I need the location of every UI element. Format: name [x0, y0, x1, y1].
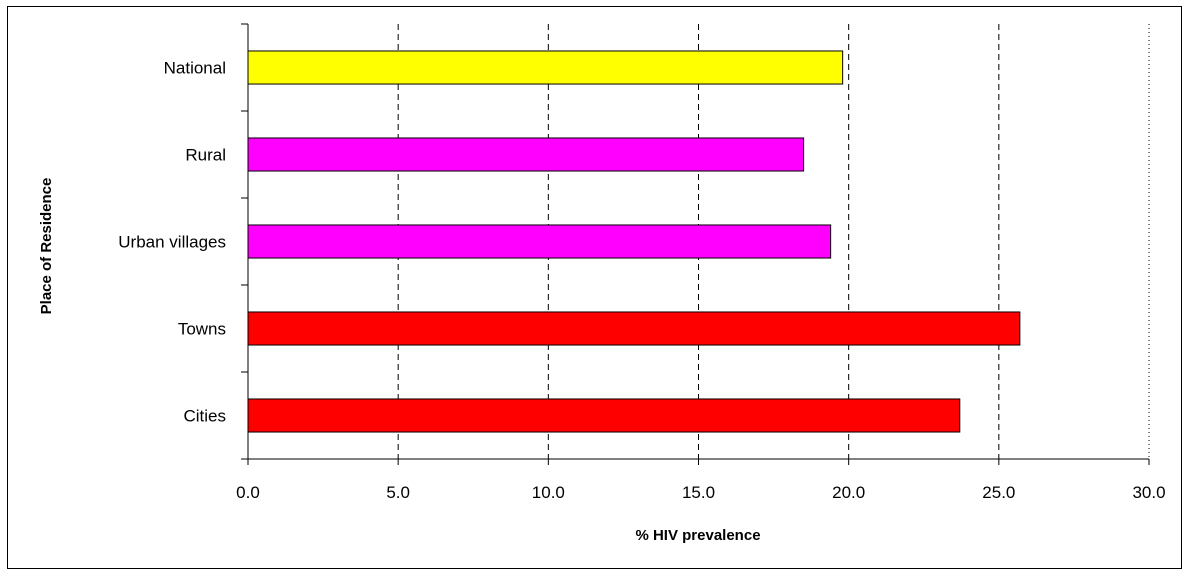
- y-category-label: Towns: [178, 320, 226, 339]
- y-category-label: Cities: [183, 407, 226, 426]
- tick-labels: 0.0 5.0 10.0 15.0 20.0 25.0 30.0 National Rural U…: [118, 59, 1165, 503]
- bar-cities: [247, 398, 961, 433]
- y-category-label: Rural: [185, 146, 226, 165]
- x-tick-label: 25.0: [982, 483, 1015, 502]
- axes: [241, 23, 1150, 465]
- x-tick-label: 0.0: [236, 483, 260, 502]
- y-category-label: Urban villages: [118, 233, 226, 252]
- bar-urban-villages: [247, 224, 832, 259]
- x-tick-label: 5.0: [386, 483, 410, 502]
- y-category-label: National: [164, 59, 226, 78]
- x-tick-label: 15.0: [682, 483, 715, 502]
- x-tick-label: 20.0: [832, 483, 865, 502]
- y-axis-title: Place of Residence: [38, 178, 55, 315]
- x-tick-label: 30.0: [1132, 483, 1165, 502]
- bar-national: [247, 50, 844, 85]
- bar-rural: [247, 137, 805, 172]
- chart-frame: [7, 6, 1182, 569]
- grid-lines: [397, 24, 1150, 459]
- x-axis-title: % HIV prevalence: [635, 527, 760, 544]
- bar-towns: [247, 311, 1021, 346]
- bars: [247, 50, 1021, 433]
- x-tick-label: 10.0: [532, 483, 565, 502]
